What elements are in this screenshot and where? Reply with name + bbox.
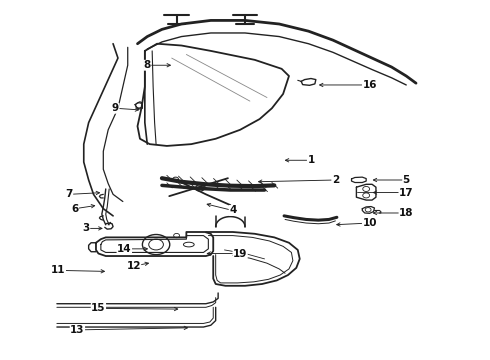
Text: 13: 13 [70, 325, 85, 335]
Text: 5: 5 [403, 175, 410, 185]
Text: 17: 17 [399, 188, 414, 198]
Text: 2: 2 [332, 175, 339, 185]
Text: 15: 15 [91, 303, 106, 314]
Text: 6: 6 [72, 204, 78, 214]
Text: 8: 8 [144, 60, 151, 70]
Text: 11: 11 [51, 265, 66, 275]
Text: 4: 4 [229, 206, 237, 216]
Text: 9: 9 [112, 103, 119, 113]
Text: 14: 14 [117, 244, 132, 254]
Text: 19: 19 [233, 248, 247, 258]
Text: 3: 3 [83, 224, 90, 233]
Text: 7: 7 [65, 189, 73, 199]
Text: 12: 12 [126, 261, 141, 271]
Text: 10: 10 [362, 218, 377, 228]
Text: 18: 18 [399, 208, 414, 218]
Text: 16: 16 [362, 80, 377, 90]
Text: 1: 1 [307, 155, 315, 165]
